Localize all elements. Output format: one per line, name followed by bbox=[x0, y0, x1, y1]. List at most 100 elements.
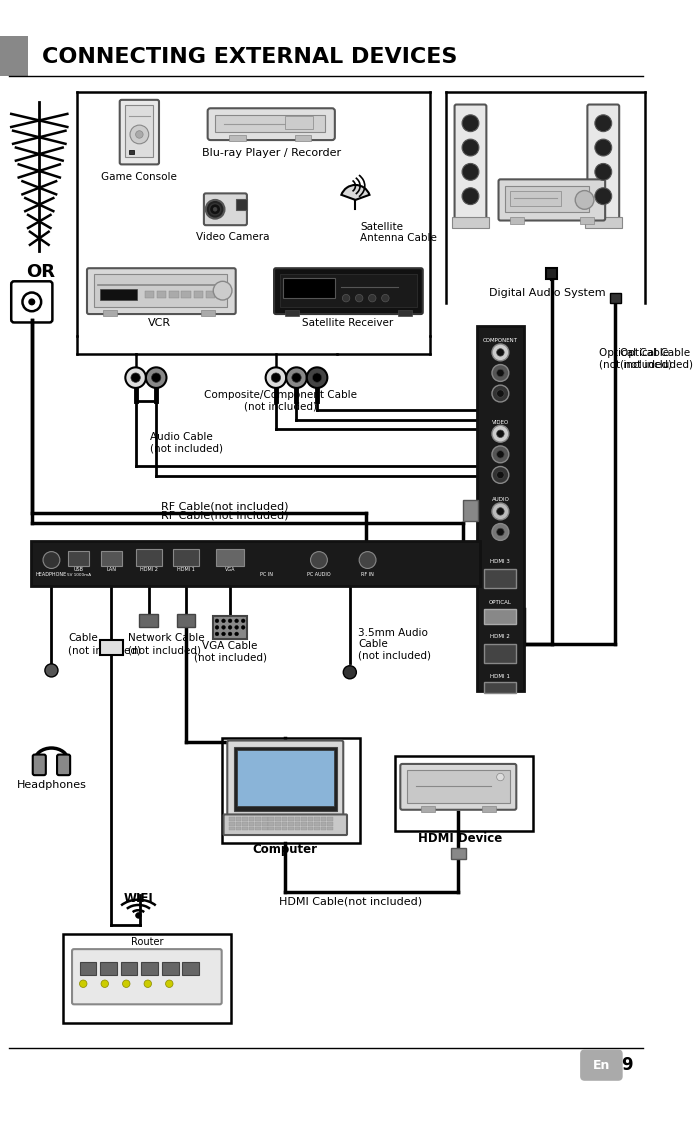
Circle shape bbox=[497, 430, 504, 437]
Bar bbox=[262, 826, 268, 831]
Circle shape bbox=[144, 980, 151, 988]
Circle shape bbox=[497, 349, 504, 356]
Bar bbox=[321, 826, 326, 831]
Circle shape bbox=[235, 619, 238, 622]
Bar bbox=[282, 826, 287, 831]
Bar bbox=[215, 114, 325, 131]
Bar bbox=[0, 36, 28, 75]
Text: HDMI 2: HDMI 2 bbox=[491, 634, 510, 639]
Circle shape bbox=[462, 114, 479, 131]
Circle shape bbox=[311, 552, 328, 568]
Circle shape bbox=[79, 980, 87, 988]
Circle shape bbox=[130, 126, 148, 143]
Text: Optical Cable
(not included): Optical Cable (not included) bbox=[620, 349, 693, 370]
Bar bbox=[173, 549, 199, 566]
Text: Satellite Receiver: Satellite Receiver bbox=[302, 318, 394, 328]
Text: HDMI 3: HDMI 3 bbox=[491, 559, 510, 564]
Circle shape bbox=[146, 368, 167, 388]
Circle shape bbox=[228, 619, 232, 622]
Bar bbox=[236, 817, 241, 821]
Bar bbox=[484, 645, 516, 663]
Circle shape bbox=[497, 369, 504, 377]
Bar bbox=[328, 817, 333, 821]
Circle shape bbox=[29, 299, 35, 305]
Circle shape bbox=[222, 619, 225, 622]
Bar bbox=[177, 614, 195, 628]
Bar bbox=[482, 806, 496, 812]
Circle shape bbox=[595, 114, 612, 131]
Wedge shape bbox=[342, 185, 369, 200]
Bar bbox=[121, 962, 137, 975]
FancyBboxPatch shape bbox=[72, 949, 222, 1004]
Text: Composite/Component Cable
(not included): Composite/Component Cable (not included) bbox=[204, 390, 357, 411]
FancyBboxPatch shape bbox=[588, 104, 619, 221]
Text: PC AUDIO: PC AUDIO bbox=[307, 573, 331, 577]
Circle shape bbox=[492, 344, 509, 361]
Bar bbox=[101, 550, 121, 566]
Bar bbox=[395, 757, 533, 832]
Text: 5V 1000mA: 5V 1000mA bbox=[66, 573, 91, 577]
Bar bbox=[222, 738, 360, 843]
FancyBboxPatch shape bbox=[224, 815, 347, 835]
Bar bbox=[580, 216, 594, 224]
Text: Optical Cable
(not included): Optical Cable (not included) bbox=[599, 349, 672, 370]
Bar bbox=[236, 200, 247, 211]
Bar bbox=[407, 770, 510, 804]
Bar bbox=[249, 826, 254, 831]
Text: Router: Router bbox=[130, 937, 163, 946]
FancyBboxPatch shape bbox=[57, 754, 70, 775]
FancyBboxPatch shape bbox=[498, 179, 605, 221]
Text: Headphones: Headphones bbox=[17, 779, 86, 789]
Bar bbox=[314, 822, 320, 826]
Bar bbox=[229, 822, 235, 826]
Text: VCR: VCR bbox=[148, 318, 171, 328]
Circle shape bbox=[228, 632, 232, 636]
Circle shape bbox=[492, 446, 509, 463]
Bar bbox=[268, 817, 274, 821]
Circle shape bbox=[497, 451, 504, 458]
Bar bbox=[463, 500, 478, 521]
Bar bbox=[451, 849, 466, 860]
Bar bbox=[282, 822, 287, 826]
Bar bbox=[285, 311, 299, 316]
Bar bbox=[477, 326, 523, 691]
Circle shape bbox=[125, 368, 146, 388]
FancyBboxPatch shape bbox=[400, 763, 516, 809]
Circle shape bbox=[359, 552, 376, 568]
Bar bbox=[268, 826, 274, 831]
Text: Video Camera: Video Camera bbox=[197, 232, 270, 242]
Bar bbox=[284, 278, 335, 298]
Text: Audio Cable
(not included): Audio Cable (not included) bbox=[150, 433, 222, 454]
FancyBboxPatch shape bbox=[227, 741, 343, 819]
Text: VGA: VGA bbox=[225, 567, 236, 572]
Bar bbox=[243, 817, 248, 821]
Text: PC IN: PC IN bbox=[260, 573, 273, 577]
Text: LAN: LAN bbox=[107, 567, 116, 572]
Bar bbox=[321, 822, 326, 826]
Bar bbox=[295, 136, 312, 141]
FancyBboxPatch shape bbox=[120, 100, 159, 165]
Bar bbox=[68, 550, 89, 566]
Circle shape bbox=[575, 191, 594, 210]
Circle shape bbox=[595, 188, 612, 205]
Bar bbox=[288, 822, 293, 826]
Circle shape bbox=[492, 425, 509, 442]
Bar bbox=[288, 826, 293, 831]
Circle shape bbox=[595, 139, 612, 156]
Circle shape bbox=[215, 619, 219, 622]
Circle shape bbox=[462, 188, 479, 205]
Text: HDMI 1: HDMI 1 bbox=[177, 567, 195, 572]
Bar bbox=[236, 822, 241, 826]
Bar bbox=[249, 817, 254, 821]
Bar bbox=[194, 290, 203, 298]
Circle shape bbox=[166, 980, 173, 988]
Circle shape bbox=[206, 200, 224, 219]
Text: VIDEO: VIDEO bbox=[492, 420, 509, 425]
Bar bbox=[321, 817, 326, 821]
Bar bbox=[157, 290, 167, 298]
Bar bbox=[129, 150, 134, 154]
Bar bbox=[484, 569, 516, 589]
Circle shape bbox=[213, 281, 232, 300]
Bar bbox=[301, 822, 307, 826]
Bar bbox=[421, 806, 435, 812]
